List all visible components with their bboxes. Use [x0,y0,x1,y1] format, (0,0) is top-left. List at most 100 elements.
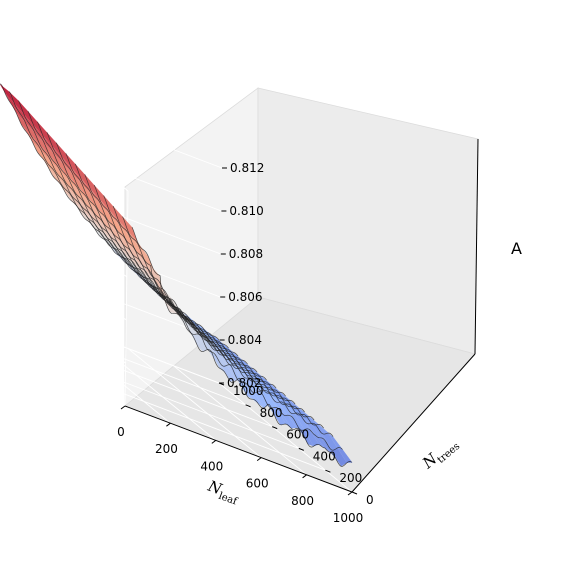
x-tick-label: 200 [155,442,178,456]
surface-facet [10,102,26,123]
axis-ticks: 02004006008001000020040060080010000.8020… [117,161,373,525]
surface-facet [72,174,88,198]
surface-facet [46,132,62,157]
surface-facet [233,352,249,365]
surface-facet [51,161,67,184]
surface-facet [103,195,119,221]
x-tick-mark [166,422,171,427]
surface-facet [280,392,296,405]
surface-facet [26,132,42,152]
surface-facet [18,100,34,125]
surface-facet [52,169,68,189]
y-tick-mark [298,447,304,451]
surface-facet [60,171,76,194]
surface-facet [82,184,98,208]
surface-facet [27,111,43,136]
grid-line-y-wall [18,103,23,319]
surface-facet [214,336,230,349]
surface-facet [101,205,116,229]
surface-facet [331,447,347,467]
surface-facet [193,334,209,352]
surface-facet [44,143,60,167]
grid-line-y [98,383,326,471]
surface-facet [233,364,249,387]
x-tick-mark [120,405,126,410]
y-axis-label: Ntrees [418,433,462,475]
axis-lines [124,138,479,493]
surface-facet [25,122,41,146]
grid-line-y [45,340,273,428]
surface-facet [261,390,277,408]
surface-facet [270,407,286,425]
surface-facet [120,225,135,250]
surface-facet [62,178,78,198]
surface-ridge-line [37,121,258,373]
grid-line-x [127,348,262,458]
x-axis-label: Nleaf [204,477,243,508]
surface-facet [32,141,48,163]
surface-facet [322,433,338,451]
z-axis-label: A [511,239,522,258]
x-tick-mark [211,439,217,444]
surface-facet [138,246,154,271]
surface-facet [290,400,306,413]
surface-facet [299,408,315,421]
surface-facet [79,192,95,214]
z-axis-line [474,138,479,355]
surface-facet [272,398,288,416]
surface-ridge-line [0,83,220,341]
grid-line-x [218,382,353,493]
surface-facet [34,132,50,156]
x-tick-label: 1000 [333,511,364,525]
surface-facet [237,379,253,400]
surface-facet [278,402,294,418]
surface-facet [294,413,310,430]
surface-facet [71,188,87,208]
grid-line-z [0,83,223,192]
grid-line-y [18,318,246,406]
surface-facet [223,344,239,357]
surface-facet [89,202,104,224]
surface-facet [309,416,325,429]
surface-facet [59,183,75,203]
y-tick-label: 600 [286,428,309,442]
surface-ridge-line [112,205,334,437]
grid-line-x [82,331,217,441]
surface-facet [305,422,321,438]
z-tick-label: 0.808 [229,247,263,261]
surface-facet [75,163,91,189]
surface-facet [261,376,277,389]
surface-facet [9,91,24,115]
surface-facet [37,121,53,147]
grid-line-y [71,361,299,449]
surface-facet [41,151,57,173]
x-tick-mark [347,491,353,496]
surface-facet [56,142,72,168]
x-tick-label: 400 [200,459,223,473]
surface-facet [281,413,297,429]
z-tick-label: 0.812 [230,161,264,175]
y-tick-label: 800 [260,406,283,420]
surface-facet [5,93,20,114]
surface-facet [19,113,35,133]
surface-facet [315,435,331,453]
surface-facet [43,159,59,179]
x-tick-mark [256,457,262,462]
grid-line-z [0,256,220,364]
surface-facet [311,423,327,443]
surface-facet [48,168,64,188]
grid-line-z [0,299,220,407]
y-tick-mark [245,404,251,408]
surface-facet [337,447,353,463]
y-tick-label: 0 [366,493,374,507]
surface-facet [289,411,305,430]
surface-facet [14,103,30,124]
surface-facet [113,206,128,232]
surface-facet [276,407,292,429]
surface-ridge-line [27,111,248,365]
z-tick-label: 0.802 [227,376,261,390]
surface-facet [328,433,343,450]
surface-facet [221,364,237,382]
surface-facet [243,382,259,404]
